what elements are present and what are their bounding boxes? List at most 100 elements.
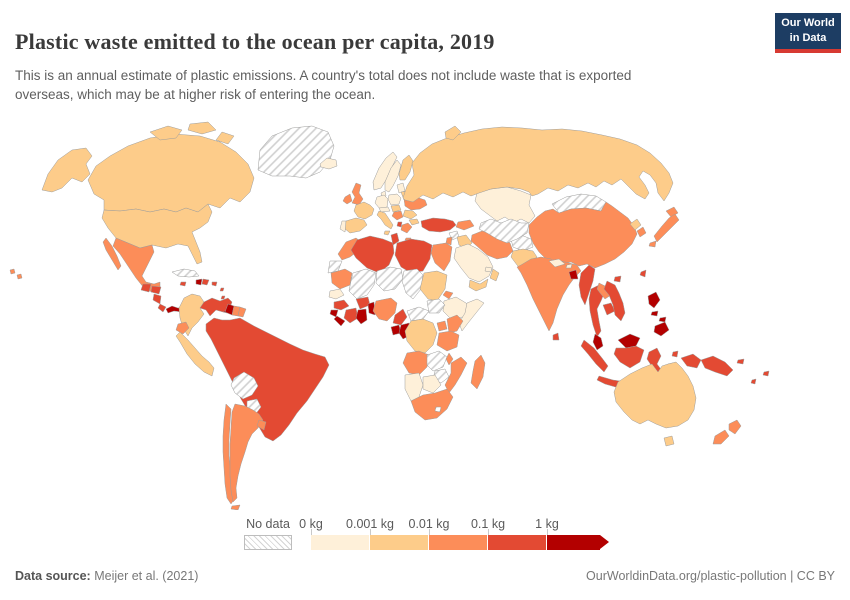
- region-senegal[interactable]: [328, 288, 345, 300]
- region-cote-divoire[interactable]: [343, 307, 359, 324]
- region-canada-arctic-2[interactable]: [187, 121, 217, 135]
- region-indonesia-sumatra[interactable]: [580, 339, 609, 373]
- owid-logo[interactable]: Our World in Data: [775, 13, 841, 53]
- region-cuba[interactable]: [171, 268, 200, 278]
- region-canada[interactable]: [87, 133, 255, 213]
- region-eritrea[interactable]: [442, 290, 454, 300]
- region-hawaii-2[interactable]: [16, 273, 23, 280]
- region-nigeria[interactable]: [372, 297, 398, 322]
- region-angola[interactable]: [402, 350, 430, 376]
- region-iceland[interactable]: [319, 157, 338, 170]
- legend-no-data-swatch[interactable]: [244, 535, 292, 550]
- region-south-africa[interactable]: [410, 388, 454, 421]
- region-nepal[interactable]: [548, 258, 566, 268]
- region-canada-arctic-1[interactable]: [149, 125, 183, 141]
- region-uganda[interactable]: [436, 320, 448, 332]
- region-north-korea[interactable]: [629, 218, 642, 231]
- region-uae-qatar[interactable]: [484, 266, 493, 273]
- region-central-asia[interactable]: [478, 218, 530, 244]
- region-dominican-republic[interactable]: [201, 278, 210, 286]
- region-nicaragua[interactable]: [152, 293, 162, 305]
- region-argentina[interactable]: [229, 403, 264, 503]
- region-finland[interactable]: [398, 154, 414, 181]
- region-zambia[interactable]: [426, 350, 448, 372]
- region-brazil[interactable]: [205, 317, 330, 442]
- region-greece[interactable]: [400, 222, 413, 234]
- region-burkina-faso[interactable]: [355, 296, 371, 310]
- region-tunisia[interactable]: [390, 232, 400, 246]
- region-dr-congo[interactable]: [404, 318, 438, 354]
- region-libya[interactable]: [394, 238, 433, 274]
- region-bulgaria[interactable]: [408, 218, 420, 226]
- region-germany[interactable]: [374, 194, 389, 210]
- region-ireland[interactable]: [342, 193, 353, 205]
- region-tierra-del-fuego[interactable]: [230, 504, 241, 510]
- region-bangladesh[interactable]: [568, 269, 579, 280]
- region-peru[interactable]: [175, 331, 215, 377]
- region-philippines-mindanao[interactable]: [653, 321, 670, 337]
- region-hawaii-1[interactable]: [9, 268, 16, 275]
- region-nz-north-island[interactable]: [728, 419, 742, 435]
- region-papua-new-guinea[interactable]: [700, 355, 734, 377]
- region-madagascar[interactable]: [470, 354, 486, 390]
- region-jamaica[interactable]: [179, 281, 187, 287]
- region-algeria[interactable]: [350, 235, 395, 274]
- region-philippines-luzon[interactable]: [647, 291, 661, 309]
- region-indonesia-west-papua[interactable]: [680, 353, 702, 369]
- region-ecuador[interactable]: [175, 321, 190, 335]
- legend-band-3[interactable]: [488, 535, 547, 550]
- region-south-korea[interactable]: [636, 226, 647, 238]
- region-philippines-visayas-1[interactable]: [650, 310, 659, 317]
- region-botswana[interactable]: [422, 374, 442, 394]
- region-south-sudan[interactable]: [426, 298, 446, 314]
- region-indonesia-kalimantan[interactable]: [613, 345, 645, 369]
- region-liberia[interactable]: [333, 315, 346, 327]
- region-french-guiana[interactable]: [237, 306, 247, 318]
- region-costa-rica[interactable]: [157, 303, 167, 313]
- region-yemen[interactable]: [468, 278, 489, 292]
- region-bolivia[interactable]: [230, 371, 259, 400]
- region-sudan[interactable]: [419, 270, 448, 302]
- region-malaysia-peninsula[interactable]: [592, 333, 604, 351]
- region-mali[interactable]: [348, 268, 377, 300]
- region-sicily[interactable]: [383, 230, 391, 236]
- region-uruguay[interactable]: [256, 419, 267, 431]
- region-tasmania[interactable]: [663, 435, 675, 447]
- region-sri-lanka[interactable]: [552, 332, 560, 341]
- region-mexico-baja[interactable]: [102, 237, 122, 271]
- legend-band-0[interactable]: [311, 535, 370, 550]
- region-spain[interactable]: [343, 217, 368, 234]
- region-haiti[interactable]: [195, 278, 203, 286]
- region-serbia-croatia[interactable]: [391, 210, 404, 221]
- region-romania[interactable]: [402, 209, 418, 220]
- region-vanuatu[interactable]: [750, 378, 757, 385]
- region-egypt[interactable]: [430, 242, 453, 272]
- region-indonesia-maluku-2[interactable]: [671, 350, 679, 358]
- region-alaska[interactable]: [41, 147, 93, 193]
- region-cameroon[interactable]: [392, 308, 408, 326]
- region-baltics[interactable]: [396, 182, 406, 194]
- region-kenya[interactable]: [446, 314, 464, 334]
- region-hainan[interactable]: [613, 275, 622, 283]
- region-solomon-islands[interactable]: [736, 358, 745, 365]
- region-greenland[interactable]: [257, 125, 335, 179]
- region-puerto-rico[interactable]: [211, 281, 218, 287]
- region-france[interactable]: [353, 201, 375, 220]
- region-sweden[interactable]: [384, 159, 402, 193]
- region-mexico[interactable]: [112, 237, 161, 293]
- region-honduras[interactable]: [150, 285, 162, 295]
- region-oman[interactable]: [489, 268, 500, 282]
- region-chad[interactable]: [401, 268, 424, 300]
- region-japan-kyushu[interactable]: [648, 240, 657, 248]
- legend-band-1[interactable]: [370, 535, 429, 550]
- legend-band-2[interactable]: [429, 535, 488, 550]
- region-usa[interactable]: [101, 203, 213, 265]
- region-ghana[interactable]: [355, 308, 368, 325]
- region-malaysia-borneo[interactable]: [617, 333, 641, 349]
- region-mauritania[interactable]: [330, 268, 353, 290]
- region-russia[interactable]: [402, 126, 674, 203]
- region-turkey[interactable]: [420, 217, 457, 233]
- region-malawi[interactable]: [445, 352, 454, 366]
- region-uk[interactable]: [351, 182, 364, 206]
- region-vietnam[interactable]: [603, 280, 626, 322]
